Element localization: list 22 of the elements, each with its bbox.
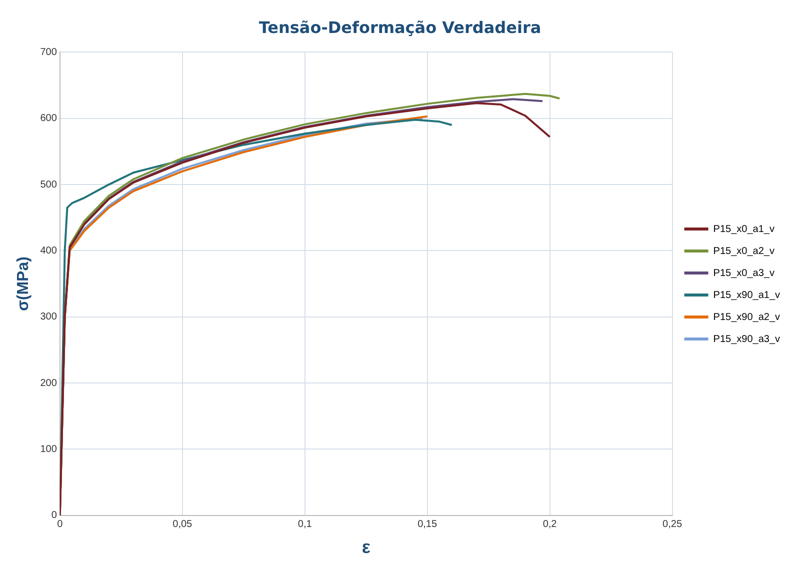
legend-label: P15_x0_a1_v bbox=[713, 224, 774, 235]
x-tick-label: 0,15 bbox=[418, 519, 438, 530]
x-tick-label: 0,05 bbox=[172, 519, 193, 530]
y-tick-label: 500 bbox=[40, 179, 58, 190]
y-axis-title: σ(MPa) bbox=[15, 256, 32, 312]
y-tick-label: 200 bbox=[40, 378, 58, 389]
x-tick-label: 0,1 bbox=[298, 519, 312, 530]
y-tick-label: 400 bbox=[40, 245, 58, 256]
chart-title: Tensão-Deformação Verdadeira bbox=[258, 18, 542, 37]
x-axis-title: ε bbox=[362, 537, 371, 558]
y-tick-label: 100 bbox=[40, 444, 58, 455]
legend-label: P15_x90_a1_v bbox=[713, 290, 780, 301]
legend-label: P15_x90_a2_v bbox=[713, 312, 780, 323]
x-tick-label: 0,2 bbox=[542, 519, 558, 530]
y-tick-label: 700 bbox=[40, 46, 58, 58]
legend-label: P15_x0_a3_v bbox=[713, 268, 774, 279]
legend-label: P15_x0_a2_v bbox=[713, 246, 774, 257]
legend-label: P15_x90_a3_v bbox=[713, 334, 780, 345]
x-tick-label: 0,25 bbox=[662, 519, 682, 530]
y-tick-label: 300 bbox=[40, 312, 58, 323]
y-tick-label: 0 bbox=[51, 510, 58, 522]
y-tick-label: 600 bbox=[40, 113, 58, 124]
